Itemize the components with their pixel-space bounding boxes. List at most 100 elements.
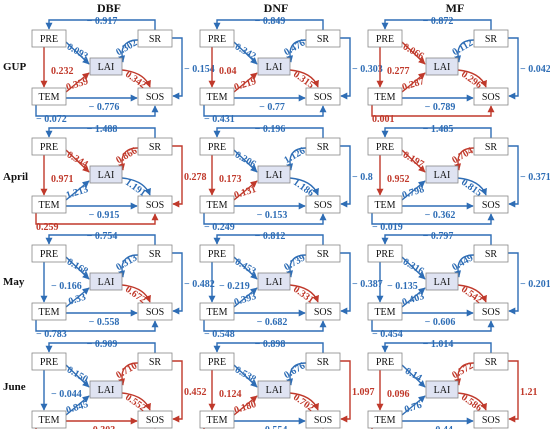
arrow-pre-lai: [401, 256, 426, 280]
node-lai: LAI: [89, 272, 123, 291]
node-label-pre: PRE: [376, 249, 394, 260]
column-label-mf: MF: [446, 1, 465, 15]
arrow-bottom: [35, 105, 159, 117]
node-lai: LAI: [425, 272, 459, 291]
node-pre: PRE: [31, 137, 67, 156]
node-sr: SR: [137, 244, 173, 263]
node-sr: SR: [473, 352, 509, 371]
coef-right: 0.278: [184, 172, 207, 183]
arrow-bottom: [203, 105, 327, 117]
coef-pre-tem: 0.096: [387, 389, 410, 400]
coef-tem-sos: − 0.789: [425, 102, 456, 113]
node-lai: LAI: [257, 272, 291, 291]
node-label-sr: SR: [149, 142, 162, 153]
coef-right: − 0.154: [184, 64, 215, 75]
coef-bottom: − 0.249: [204, 222, 235, 233]
coef-top: − 0.872: [423, 16, 454, 27]
coef-tem-sos: − 0.682: [257, 317, 288, 328]
arrow-top: [213, 234, 324, 245]
node-sr: SR: [305, 352, 341, 371]
coef-right: 0.452: [184, 387, 207, 398]
node-sos: SOS: [137, 195, 173, 214]
node-label-lai: LAI: [98, 62, 115, 73]
node-label-sr: SR: [485, 34, 498, 45]
arrow-tem-lai: [401, 287, 426, 308]
node-sr: SR: [137, 352, 173, 371]
node-lai: LAI: [89, 165, 123, 184]
arrow-pre-lai: [233, 41, 258, 65]
arrow-top: [45, 127, 156, 138]
node-label-tem: TEM: [38, 200, 59, 211]
coef-tem-sos: − 0.606: [425, 317, 456, 328]
coef-tem-lai: 0.219: [233, 76, 258, 93]
arrow-sr-lai: [454, 254, 475, 278]
node-label-sos: SOS: [482, 307, 500, 318]
coef-top: − 0.849: [255, 16, 286, 27]
coef-right: − 0.303: [352, 64, 383, 75]
arrow-lai-sos: [121, 177, 151, 196]
arrow-top: [213, 19, 324, 30]
coef-pre-tem: 0.04: [219, 66, 237, 77]
coef-tem-sos: − 0.153: [257, 210, 288, 221]
coef-tem-lai: 0.131: [233, 184, 258, 201]
coef-bottom: − 0.072: [36, 114, 67, 125]
node-label-pre: PRE: [40, 357, 58, 368]
coef-pre-lai: 0.197: [401, 149, 426, 170]
coef-right: − 0.371: [520, 172, 550, 183]
arrow-sr-lai: [118, 254, 139, 278]
node-label-sr: SR: [485, 357, 498, 368]
coef-bottom: 0.259: [36, 222, 59, 233]
node-label-lai: LAI: [98, 385, 115, 396]
coef-pre-lai: 0.344: [65, 149, 90, 170]
node-label-tem: TEM: [374, 200, 395, 211]
coef-pre-tem: 0.971: [51, 174, 74, 185]
panel-april-mf: PRE SR LAI TEM SOS − 1.485 0.197 0.704 0.9520.79…: [367, 124, 550, 233]
node-sr: SR: [305, 29, 341, 48]
node-pre: PRE: [367, 244, 403, 263]
node-lai: LAI: [89, 380, 123, 399]
coef-sr-lai: 0.449: [450, 252, 475, 273]
node-sos: SOS: [137, 410, 173, 429]
arrow-top: [45, 234, 156, 245]
coef-pre-tem: 0.232: [51, 66, 74, 77]
node-lai: LAI: [425, 380, 459, 399]
node-sos: SOS: [305, 410, 341, 429]
coef-right: − 0.201: [520, 279, 550, 290]
node-label-sos: SOS: [482, 200, 500, 211]
arrow-sr-lai: [286, 254, 307, 278]
node-label-tem: TEM: [206, 415, 227, 426]
coef-tem-sos: − 0.776: [89, 102, 120, 113]
node-label-sr: SR: [317, 249, 330, 260]
column-label-dnf: DNF: [264, 1, 289, 15]
panel-april-dbf: PRE SR LAI TEM SOS − 1.488 0.344 0.866 0.9711.21…: [31, 124, 207, 233]
arrow-pre-lai: [401, 364, 426, 388]
coef-sr-lai: 0.866: [114, 145, 139, 166]
arrow-pre-lai: [65, 256, 90, 280]
panel-may-dnf: PRE SR LAI TEM SOS − 0.812 0.453 0.739 − 0.2190.…: [199, 231, 383, 340]
node-lai: LAI: [425, 165, 459, 184]
coef-sr-lai: 0.676: [282, 360, 307, 381]
coef-pre-lai: 0.14: [403, 366, 424, 384]
coef-tem-lai: 0.393: [233, 291, 258, 308]
node-label-pre: PRE: [208, 142, 226, 153]
node-label-lai: LAI: [98, 170, 115, 181]
arrow-top: [213, 342, 324, 353]
coef-sr-lai: 0.476: [282, 37, 307, 58]
panel-grid: PRE SR LAI TEM SOS − 0.917 0.093 0.302 0.2320.35…: [31, 16, 550, 429]
arrow-right: [340, 145, 351, 208]
node-sr: SR: [473, 29, 509, 48]
coef-pre-lai: 0.206: [233, 149, 258, 170]
arrow-tem-lai: [233, 180, 258, 201]
arrow-pre-lai: [65, 149, 90, 173]
coef-pre-lai: 0.066: [401, 41, 426, 62]
node-sr: SR: [305, 244, 341, 263]
arrow-lai-sos: [289, 177, 319, 196]
arrow-bottom: [203, 320, 327, 332]
arrow-right: [340, 360, 351, 423]
coef-top: − 1.485: [423, 124, 454, 135]
coef-sr-lai: 0.710: [114, 360, 139, 381]
arrow-sr-lai: [286, 39, 307, 63]
coef-right: 1.21: [520, 387, 538, 398]
